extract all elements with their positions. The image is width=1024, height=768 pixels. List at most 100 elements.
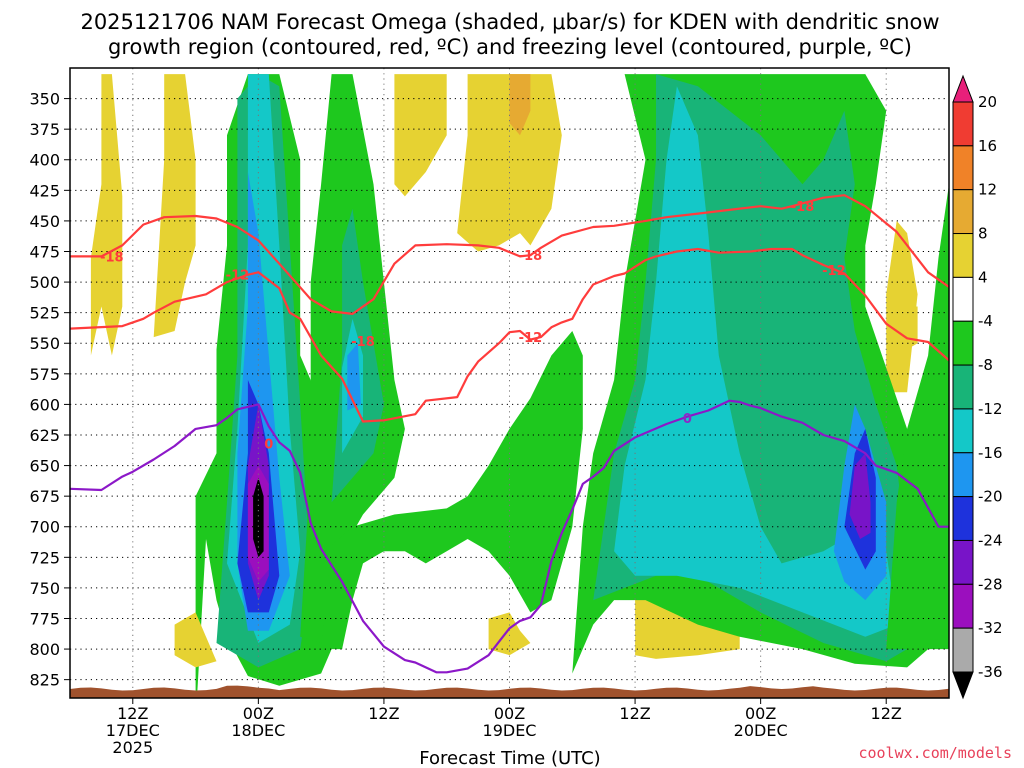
colorbar-label-11: -28 [978, 575, 1003, 593]
y-tick-label-750: 750 [29, 579, 60, 598]
colorbar-label-12: -32 [978, 619, 1003, 637]
y-tick-label-675: 675 [29, 487, 60, 506]
omega-region-12 [321, 331, 583, 650]
x-tick-label-6-1: 17DEC [106, 721, 160, 740]
y-tick-label-600: 600 [29, 395, 60, 414]
y-tick-label-550: 550 [29, 334, 60, 353]
contour-lines: -18 -18 -18 -18 -12 -12 -12 0 0 [70, 194, 949, 674]
contour-label-0: -18 [100, 250, 124, 265]
y-tick-label-400: 400 [29, 151, 60, 170]
contour-label-2: -18 [519, 249, 543, 264]
colorbar-label-9: -20 [978, 488, 1003, 506]
x-tick-label-42-1: 19DEC [483, 721, 537, 740]
contour-label-3: -18 [791, 200, 815, 215]
x-tick-label-78-0: 12Z [871, 704, 902, 723]
x-tick-label-18-1: 18DEC [231, 721, 285, 740]
contour-label-5: -12 [519, 331, 543, 346]
terrain-fill [70, 685, 949, 698]
colorbar-swatch-8 [952, 452, 974, 498]
contour-label-1: -18 [351, 335, 375, 350]
omega-region-11 [347, 343, 361, 411]
x-tick-label-54-0: 12Z [619, 704, 650, 723]
colorbar-swatch-9 [952, 496, 974, 541]
contour-label-7: 0 [264, 438, 273, 453]
y-tick-label-775: 775 [29, 609, 60, 628]
x-tick-label-18-0: 00Z [243, 704, 274, 723]
contour-label-4: -12 [226, 269, 250, 284]
colorbar-label-13: -36 [978, 663, 1003, 681]
contour-label-8: 0 [683, 412, 692, 427]
y-tick-label-650: 650 [29, 457, 60, 476]
credit-text: coolwx.com/models [858, 744, 1012, 762]
colorbar-swatch-7 [952, 408, 974, 454]
omega-region-14 [153, 74, 196, 338]
colorbar-label-5: -4 [978, 312, 993, 330]
colorbar-label-3: 8 [978, 225, 988, 243]
colorbar-swatch-11 [952, 583, 974, 629]
y-tick-label-800: 800 [29, 640, 60, 659]
x-tick-label-6-2: 2025 [112, 738, 153, 757]
contour-minus12 [70, 247, 949, 423]
colorbar-swatch-6 [952, 364, 974, 410]
colorbar-label-1: 16 [978, 137, 997, 155]
omega-region-13 [90, 74, 123, 356]
colorbar-top-arrow [952, 74, 974, 103]
colorbar-swatch-5 [952, 320, 974, 366]
colorbar-label-6: -8 [978, 356, 993, 374]
colorbar-swatch-3 [952, 233, 974, 278]
x-axis-label: Forecast Time (UTC) [419, 748, 600, 768]
plot-area: -18 -18 -18 -18 -12 -12 -12 0 0 [70, 68, 949, 698]
colorbar-label-7: -12 [978, 400, 1003, 418]
terrain-band [70, 685, 949, 698]
y-tick-label-575: 575 [29, 365, 60, 384]
colorbar-swatch-2 [952, 189, 974, 235]
colorbar-swatch-10 [952, 539, 974, 585]
y-tick-label-450: 450 [29, 212, 60, 231]
colorbar-label-4: 4 [978, 268, 988, 286]
omega-region-21 [886, 220, 918, 393]
colorbar-swatch-0 [952, 101, 974, 147]
colorbar-label-0: 20 [978, 93, 997, 111]
omega-region-19 [488, 612, 531, 656]
y-tick-label-350: 350 [29, 90, 60, 109]
colorbar-swatch-12 [952, 627, 974, 673]
y-tick-label-725: 725 [29, 548, 60, 567]
omega-region-15 [394, 74, 447, 197]
grid-lines [70, 68, 949, 698]
x-tick-label-6-0: 12Z [117, 704, 148, 723]
colorbar-bottom-arrow [952, 671, 974, 700]
y-tick-label-625: 625 [29, 426, 60, 445]
omega-region-25 [614, 86, 897, 637]
x-tick-label-66-0: 00Z [745, 704, 776, 723]
chart-title-line-2: growth region (contoured, red, ºC) and f… [108, 35, 912, 59]
y-tick-label-475: 475 [29, 242, 60, 261]
colorbar: 20 16 12 8 4 -4 -8 -12 -16 -20 -24 -28 -32 -36 [952, 74, 1003, 700]
contour-minus18 [70, 194, 949, 315]
y-tick-label-700: 700 [29, 518, 60, 537]
y-tick-label-825: 825 [29, 671, 60, 690]
omega-region-22 [907, 306, 918, 350]
y-tick-label-500: 500 [29, 273, 60, 292]
omega-region-28 [849, 453, 871, 539]
colorbar-swatch-4 [952, 276, 974, 322]
omega-region-30 [886, 184, 949, 650]
omega-shading [90, 74, 949, 698]
colorbar-label-10: -24 [978, 531, 1003, 549]
colorbar-label-2: 12 [978, 181, 997, 199]
chart-title-line-1: 2025121706 NAM Forecast Omega (shaded, μ… [80, 10, 939, 34]
contour-freezing-level [70, 399, 949, 674]
omega-region-7 [253, 477, 264, 558]
contour-label-6: -12 [822, 264, 846, 279]
x-tick-label-30-0: 12Z [368, 704, 399, 723]
y-tick-label-525: 525 [29, 304, 60, 323]
x-tick-label-42-0: 00Z [494, 704, 525, 723]
y-axis-pressure: 350 375 400 425 450 475 500 525 550 575 600 625 650 6… [29, 90, 70, 690]
colorbar-label-8: -16 [978, 444, 1003, 462]
omega-region-18 [174, 612, 217, 668]
x-tick-label-66-1: 20DEC [734, 721, 788, 740]
y-tick-label-375: 375 [29, 120, 60, 139]
omega-region-17 [509, 74, 531, 136]
colorbar-swatch-1 [952, 145, 974, 191]
